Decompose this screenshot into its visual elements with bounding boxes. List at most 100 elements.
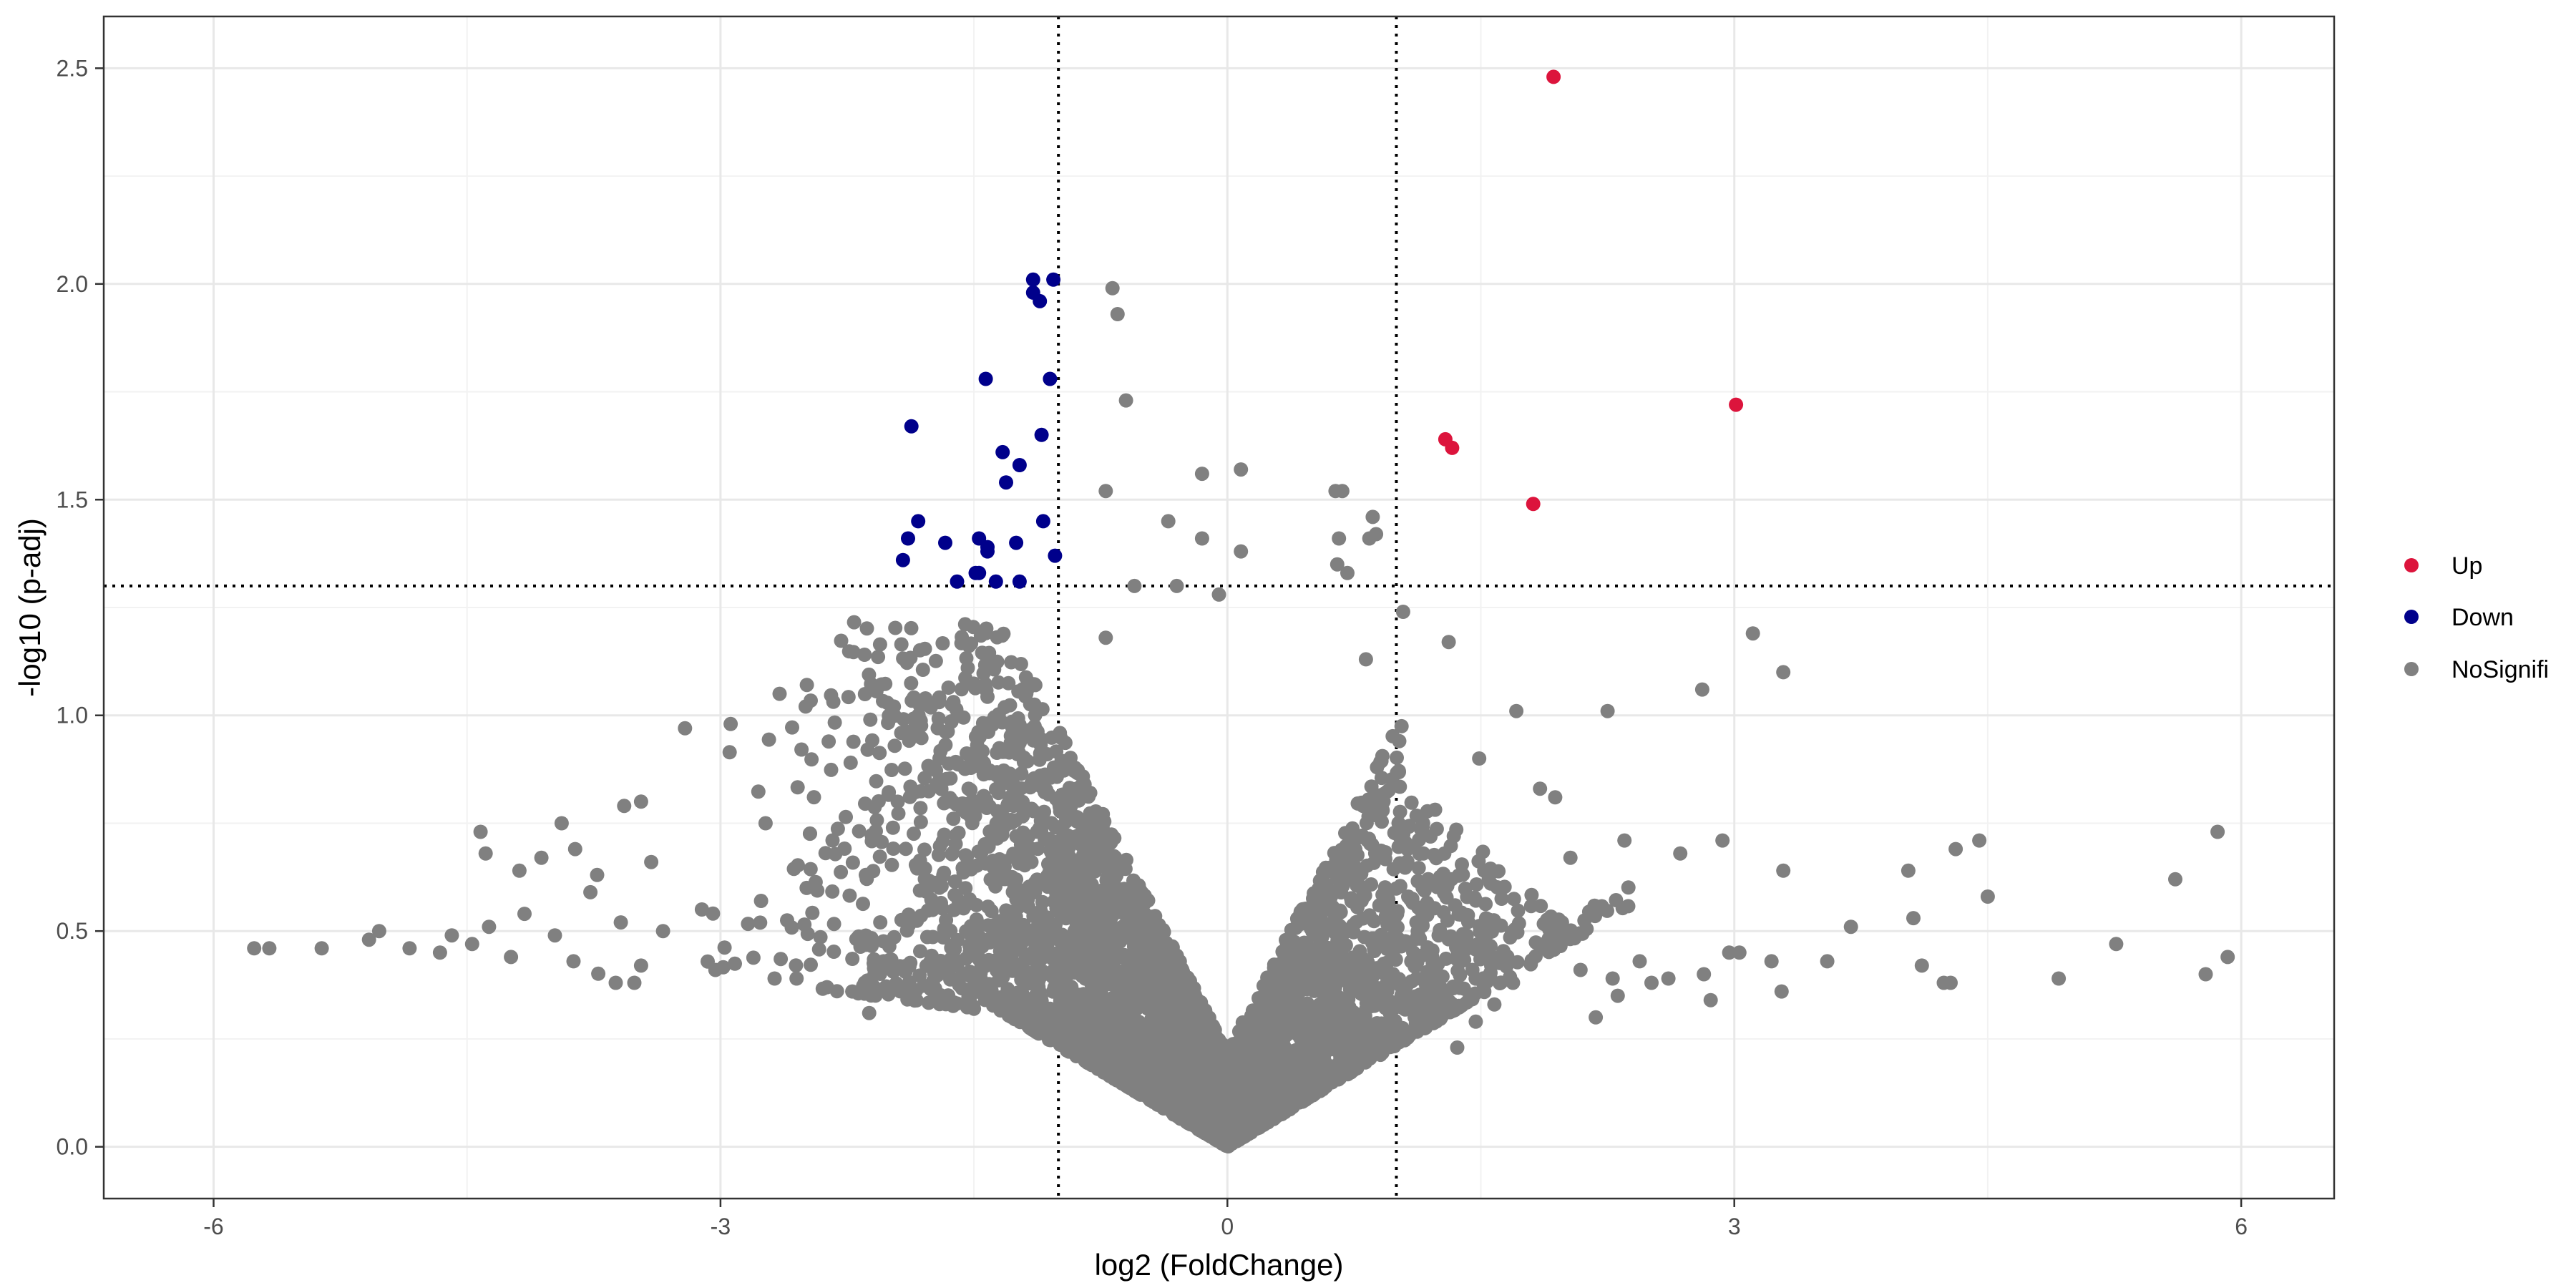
point-nosignifi	[2210, 824, 2225, 839]
point-nosignifi	[1078, 907, 1093, 922]
point-nosignifi	[1324, 959, 1339, 974]
point-nosignifi	[790, 780, 805, 795]
point-nosignifi	[1120, 986, 1134, 1001]
point-nosignifi	[1199, 1091, 1214, 1106]
point-nosignifi	[859, 867, 873, 882]
point-nosignifi	[943, 972, 957, 987]
point-nosignifi	[969, 912, 984, 927]
point-nosignifi	[1338, 1006, 1353, 1020]
point-nosignifi	[1346, 917, 1361, 932]
point-nosignifi	[1375, 896, 1390, 911]
point-nosignifi	[1180, 1081, 1195, 1096]
point-nosignifi	[868, 988, 883, 1003]
point-nosignifi	[1307, 886, 1322, 901]
point-nosignifi	[2051, 971, 2067, 986]
point-nosignifi	[1006, 799, 1021, 814]
point-down	[978, 371, 993, 386]
point-nosignifi	[1980, 889, 1995, 904]
point-nosignifi	[717, 940, 732, 955]
point-nosignifi	[708, 962, 723, 977]
point-nosignifi	[1948, 841, 1963, 857]
point-nosignifi	[997, 700, 1013, 715]
point-nosignifi	[262, 941, 277, 956]
point-down	[1012, 574, 1027, 589]
point-nosignifi	[1366, 855, 1381, 870]
point-nosignifi	[1161, 514, 1176, 529]
point-nosignifi	[813, 930, 828, 945]
point-nosignifi	[821, 734, 836, 749]
point-nosignifi	[1348, 842, 1363, 857]
point-nosignifi	[1397, 860, 1413, 875]
point-nosignifi	[1010, 960, 1024, 975]
point-nosignifi	[1621, 880, 1636, 895]
point-nosignifi	[1274, 1003, 1288, 1018]
point-nosignifi	[1130, 1001, 1145, 1016]
point-nosignifi	[1065, 867, 1080, 882]
point-nosignifi	[1468, 1014, 1483, 1029]
point-nosignifi	[981, 952, 996, 967]
point-nosignifi	[1098, 630, 1113, 645]
point-nosignifi	[954, 682, 969, 697]
point-nosignifi	[1141, 1091, 1156, 1106]
point-nosignifi	[1118, 862, 1133, 877]
point-nosignifi	[960, 849, 975, 864]
point-nosignifi	[1163, 965, 1178, 980]
y-tick-label: 0.0	[57, 1134, 88, 1160]
x-axis-title: log2 (FoldChange)	[1095, 1248, 1344, 1282]
point-nosignifi	[1253, 1079, 1268, 1094]
point-nosignifi	[1468, 942, 1483, 957]
point-nosignifi	[1103, 953, 1118, 968]
point-nosignifi	[1972, 833, 1987, 848]
point-nosignifi	[1079, 868, 1094, 883]
point-nosignifi	[1302, 1068, 1317, 1083]
point-nosignifi	[1485, 924, 1499, 939]
point-down	[1009, 535, 1024, 550]
point-nosignifi	[827, 715, 842, 730]
point-nosignifi	[1455, 857, 1469, 872]
point-nosignifi	[992, 954, 1008, 969]
point-nosignifi	[1020, 1002, 1035, 1016]
point-nosignifi	[1069, 829, 1084, 844]
point-nosignifi	[1703, 992, 1718, 1008]
point-nosignifi	[1467, 890, 1482, 905]
point-down	[1034, 427, 1049, 442]
point-nosignifi	[547, 928, 562, 943]
point-nosignifi	[856, 897, 870, 912]
point-nosignifi	[799, 678, 814, 693]
point-nosignifi	[1267, 1040, 1282, 1055]
point-nosignifi	[1441, 635, 1456, 650]
point-nosignifi	[627, 975, 642, 990]
point-nosignifi	[888, 620, 903, 635]
point-nosignifi	[1573, 962, 1588, 977]
point-nosignifi	[2220, 950, 2235, 965]
point-nosignifi	[1478, 897, 1493, 912]
point-nosignifi	[1272, 1027, 1287, 1042]
point-nosignifi	[1028, 678, 1043, 693]
point-nosignifi	[1420, 907, 1435, 922]
point-nosignifi	[884, 763, 899, 777]
point-nosignifi	[949, 702, 964, 717]
point-nosignifi	[723, 716, 738, 731]
point-nosignifi	[655, 924, 670, 939]
point-nosignifi	[1126, 939, 1141, 954]
point-nosignifi	[1365, 931, 1380, 946]
point-nosignifi	[1420, 965, 1435, 980]
point-nosignifi	[1732, 945, 1747, 960]
point-nosignifi	[1400, 841, 1415, 857]
point-nosignifi	[1043, 1021, 1058, 1035]
point-nosignifi	[1722, 945, 1737, 960]
point-nosignifi	[1453, 907, 1468, 922]
point-nosignifi	[924, 948, 939, 963]
point-nosignifi	[1298, 1003, 1313, 1018]
point-nosignifi	[1096, 842, 1111, 857]
point-nosignifi	[1088, 804, 1103, 819]
point-nosignifi	[1323, 970, 1338, 985]
point-nosignifi	[1843, 919, 1858, 935]
point-down	[1025, 272, 1040, 287]
point-nosignifi	[839, 809, 853, 824]
point-nosignifi	[1127, 578, 1142, 593]
point-nosignifi	[432, 945, 447, 960]
point-nosignifi	[1098, 1063, 1113, 1078]
point-nosignifi	[728, 956, 742, 971]
point-nosignifi	[1506, 975, 1521, 990]
